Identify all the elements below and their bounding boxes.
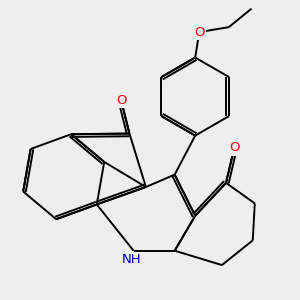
Text: NH: NH xyxy=(122,253,141,266)
Text: O: O xyxy=(194,26,205,39)
Text: O: O xyxy=(116,94,127,107)
Text: O: O xyxy=(229,141,239,154)
